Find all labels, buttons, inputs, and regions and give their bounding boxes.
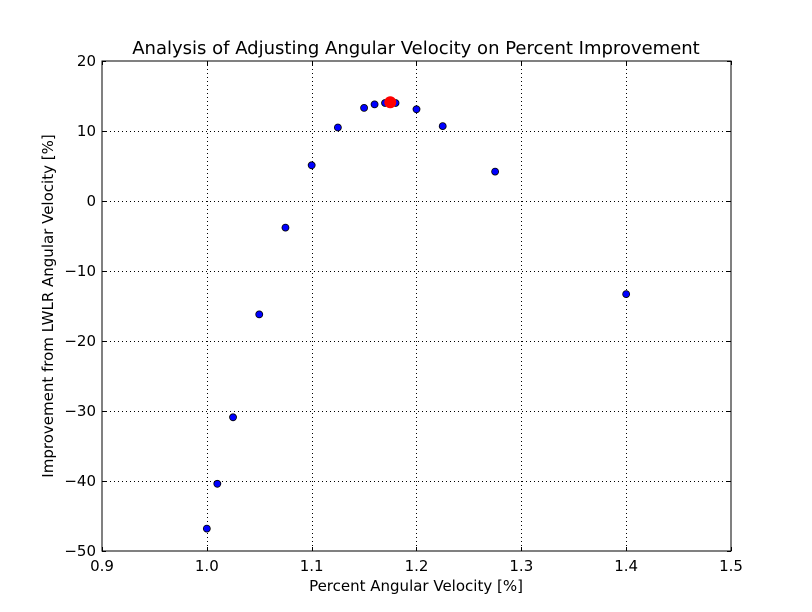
data-point — [439, 123, 446, 130]
data-point — [308, 162, 315, 169]
data-point — [371, 101, 378, 108]
x-tick-label: 1.3 — [509, 557, 533, 575]
data-point — [413, 106, 420, 113]
data-point — [623, 291, 630, 298]
y-tick-label: −40 — [64, 472, 96, 490]
y-tick-label: 20 — [77, 52, 96, 70]
data-point — [334, 124, 341, 131]
y-axis-title: Improvement from LWLR Angular Velocity [… — [39, 134, 57, 477]
data-point — [256, 311, 263, 318]
chart-title: Analysis of Adjusting Angular Velocity o… — [132, 38, 700, 59]
data-point — [492, 168, 499, 175]
data-point — [203, 525, 210, 532]
y-tick-label: −20 — [64, 332, 96, 350]
x-tick-label: 1.0 — [195, 557, 219, 575]
x-tick-label: 1.5 — [719, 557, 743, 575]
data-point — [214, 480, 221, 487]
y-tick-label: −50 — [64, 542, 96, 560]
x-tick-label: 1.1 — [300, 557, 324, 575]
x-axis-title: Percent Angular Velocity [%] — [309, 577, 523, 595]
data-point — [361, 104, 368, 111]
y-tick-label: −10 — [64, 262, 96, 280]
y-tick-label: 10 — [77, 122, 96, 140]
y-tick-label: 0 — [86, 192, 96, 210]
x-tick-label: 1.4 — [614, 557, 638, 575]
optimum-point — [384, 96, 396, 108]
x-tick-label: 1.2 — [405, 557, 429, 575]
y-tick-label: −30 — [64, 402, 96, 420]
data-point — [282, 224, 289, 231]
data-point — [230, 414, 237, 421]
